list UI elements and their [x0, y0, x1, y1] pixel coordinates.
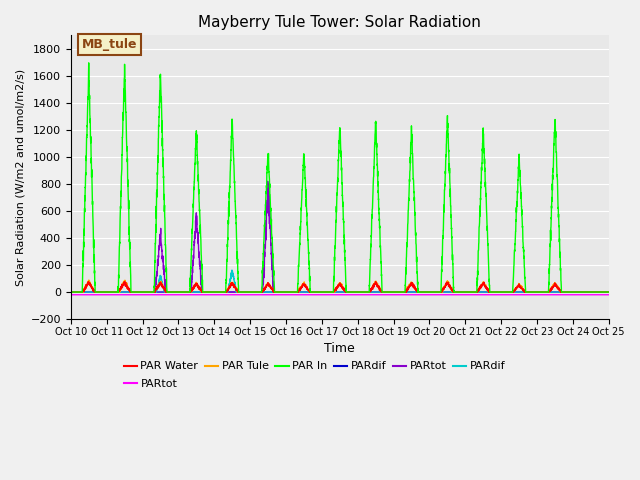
X-axis label: Time: Time: [324, 342, 355, 355]
Y-axis label: Solar Radiation (W/m2 and umol/m2/s): Solar Radiation (W/m2 and umol/m2/s): [15, 69, 25, 286]
Text: MB_tule: MB_tule: [81, 38, 137, 51]
Legend: PARtot: PARtot: [120, 374, 182, 393]
Title: Mayberry Tule Tower: Solar Radiation: Mayberry Tule Tower: Solar Radiation: [198, 15, 481, 30]
